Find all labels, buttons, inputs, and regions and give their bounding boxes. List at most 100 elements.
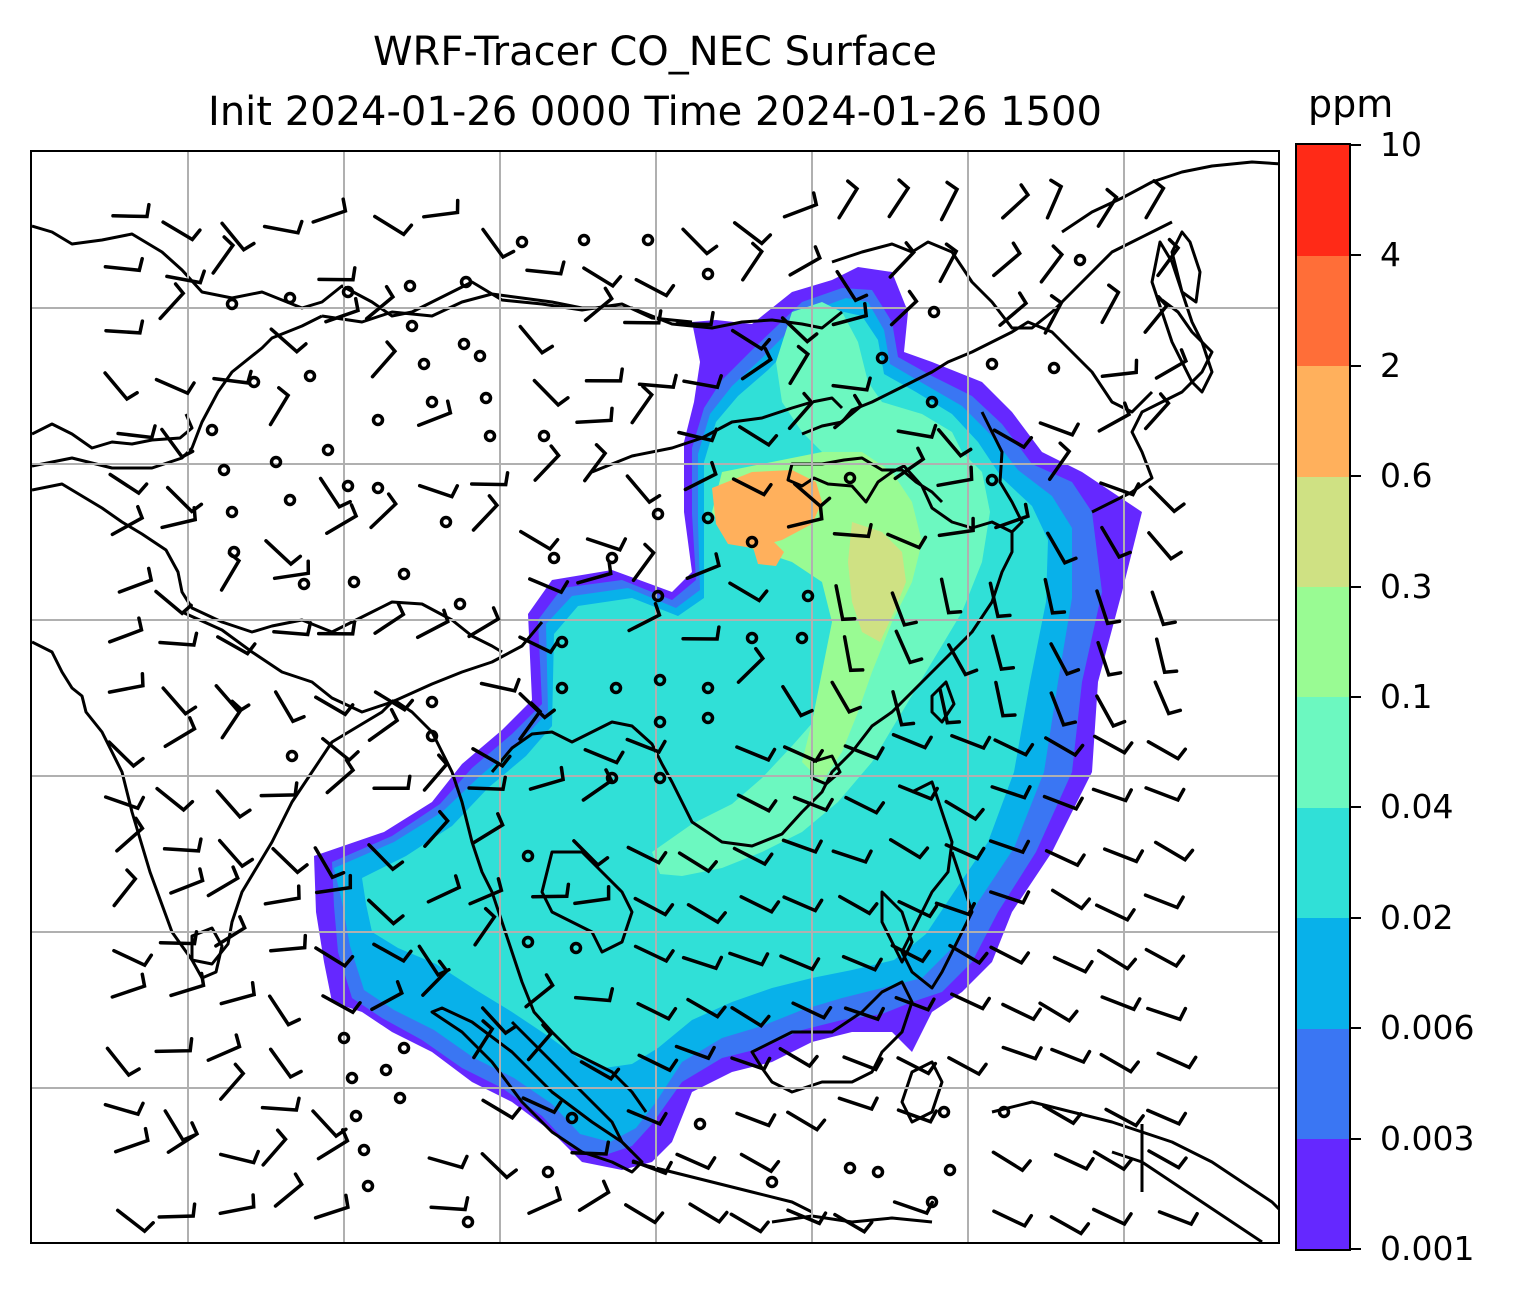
colorbar-tick-label: 2 xyxy=(1380,345,1401,385)
wind-barb xyxy=(685,552,721,580)
wind-barb xyxy=(158,631,199,647)
wind-barb xyxy=(626,845,668,865)
wind-barb xyxy=(1147,531,1183,561)
wind-barb xyxy=(528,765,566,791)
coast-sulawesi xyxy=(900,1060,944,1124)
wind-barb xyxy=(573,987,615,1003)
wind-barb xyxy=(1144,786,1186,803)
calm-wind-circle xyxy=(439,515,453,529)
wind-barb xyxy=(103,256,144,273)
plume-orange-2 xyxy=(752,540,784,566)
wind-barb xyxy=(104,319,145,335)
wind-barb xyxy=(1100,358,1139,379)
wind-barb xyxy=(471,494,500,532)
wind-barb xyxy=(1095,694,1127,729)
wind-barb xyxy=(518,324,555,355)
wind-barb xyxy=(472,1019,495,1060)
calm-wind-circle xyxy=(1047,361,1061,375)
wind-barb xyxy=(1100,283,1121,325)
calm-wind-circle xyxy=(605,771,619,785)
wind-barb xyxy=(471,812,505,845)
wind-barb xyxy=(730,1056,772,1072)
calm-wind-circle xyxy=(521,935,535,949)
wind-barb xyxy=(623,309,663,325)
wind-barb xyxy=(897,784,939,802)
wind-barb xyxy=(1144,947,1186,969)
wind-barb xyxy=(116,424,157,440)
wind-barb xyxy=(1053,1152,1095,1172)
colorbar-tick-label: 0.04 xyxy=(1380,787,1454,827)
wind-barb xyxy=(1148,485,1186,514)
wind-barb xyxy=(111,202,151,219)
wind-barb xyxy=(1100,995,1142,1012)
wind-barb xyxy=(688,1202,729,1224)
calm-wind-circle xyxy=(745,535,759,549)
wind-barb xyxy=(1147,1149,1188,1170)
wind-barb xyxy=(115,1208,155,1234)
calm-wind-circle xyxy=(651,589,665,603)
wind-barb xyxy=(314,946,355,969)
colorbar-tick-label: 0.003 xyxy=(1380,1118,1475,1158)
wind-barb xyxy=(950,992,991,1011)
wind-barb xyxy=(1096,187,1119,228)
calm-wind-circle xyxy=(985,473,999,487)
wind-barb xyxy=(948,943,989,966)
wind-barb xyxy=(626,1109,668,1127)
wind-barb xyxy=(471,747,512,769)
calm-wind-circle xyxy=(453,597,467,611)
calm-wind-circle xyxy=(609,681,623,695)
wind-barb xyxy=(992,241,1022,278)
calm-wind-circle xyxy=(937,1105,951,1119)
wind-barb xyxy=(585,537,628,552)
wind-barb xyxy=(890,591,918,627)
colorbar-tick xyxy=(1351,696,1361,698)
wind-barb xyxy=(779,954,821,972)
wind-barb xyxy=(318,476,352,510)
wind-barb xyxy=(738,425,779,448)
wind-barb xyxy=(372,774,412,791)
wind-barb xyxy=(367,843,405,872)
wind-barb xyxy=(1095,589,1122,626)
colorbar-tick-label: 10 xyxy=(1380,125,1422,164)
wind-barb xyxy=(480,1006,518,1036)
wind-barb xyxy=(739,895,781,915)
coast-sumatra xyxy=(430,1006,644,1174)
plume-yellowgreen xyxy=(848,522,906,642)
wind-barb xyxy=(791,1001,833,1020)
wind-barb xyxy=(415,608,450,640)
wind-barb xyxy=(681,625,721,641)
wind-barb xyxy=(633,896,675,917)
wind-barb xyxy=(728,581,769,603)
wind-barb xyxy=(519,529,560,552)
wind-barb xyxy=(788,245,822,277)
wind-barb xyxy=(264,539,303,567)
wind-barb xyxy=(732,221,773,246)
coast-lesser-sunda xyxy=(771,1214,933,1224)
wind-barb xyxy=(1046,531,1078,565)
wind-barb xyxy=(1044,849,1086,868)
coast-new-guinea xyxy=(991,1100,1278,1211)
wind-barb xyxy=(422,198,460,219)
wind-barb xyxy=(313,846,346,880)
wind-barb xyxy=(896,1108,938,1124)
wind-barb xyxy=(741,241,764,282)
wind-barb xyxy=(889,289,919,327)
wind-barb xyxy=(947,1056,988,1077)
coast-thai-gulf xyxy=(540,850,634,954)
wind-barb xyxy=(1049,642,1081,677)
border-central-asia xyxy=(32,314,323,470)
calm-wind-circle xyxy=(515,235,529,249)
wind-barb xyxy=(370,980,404,1012)
wind-barb xyxy=(158,930,199,946)
calm-wind-circle xyxy=(1073,253,1087,267)
coast-malaysia xyxy=(510,1020,634,1154)
map-panel[interactable] xyxy=(30,150,1280,1244)
wind-barb xyxy=(1050,888,1092,911)
calm-wind-circle xyxy=(985,357,999,371)
wind-barb xyxy=(989,945,1031,966)
wind-barb xyxy=(631,542,656,583)
wind-barb xyxy=(625,474,662,505)
wind-barb xyxy=(218,1149,260,1165)
calm-wind-circle xyxy=(801,589,815,603)
wind-barb xyxy=(103,795,146,811)
